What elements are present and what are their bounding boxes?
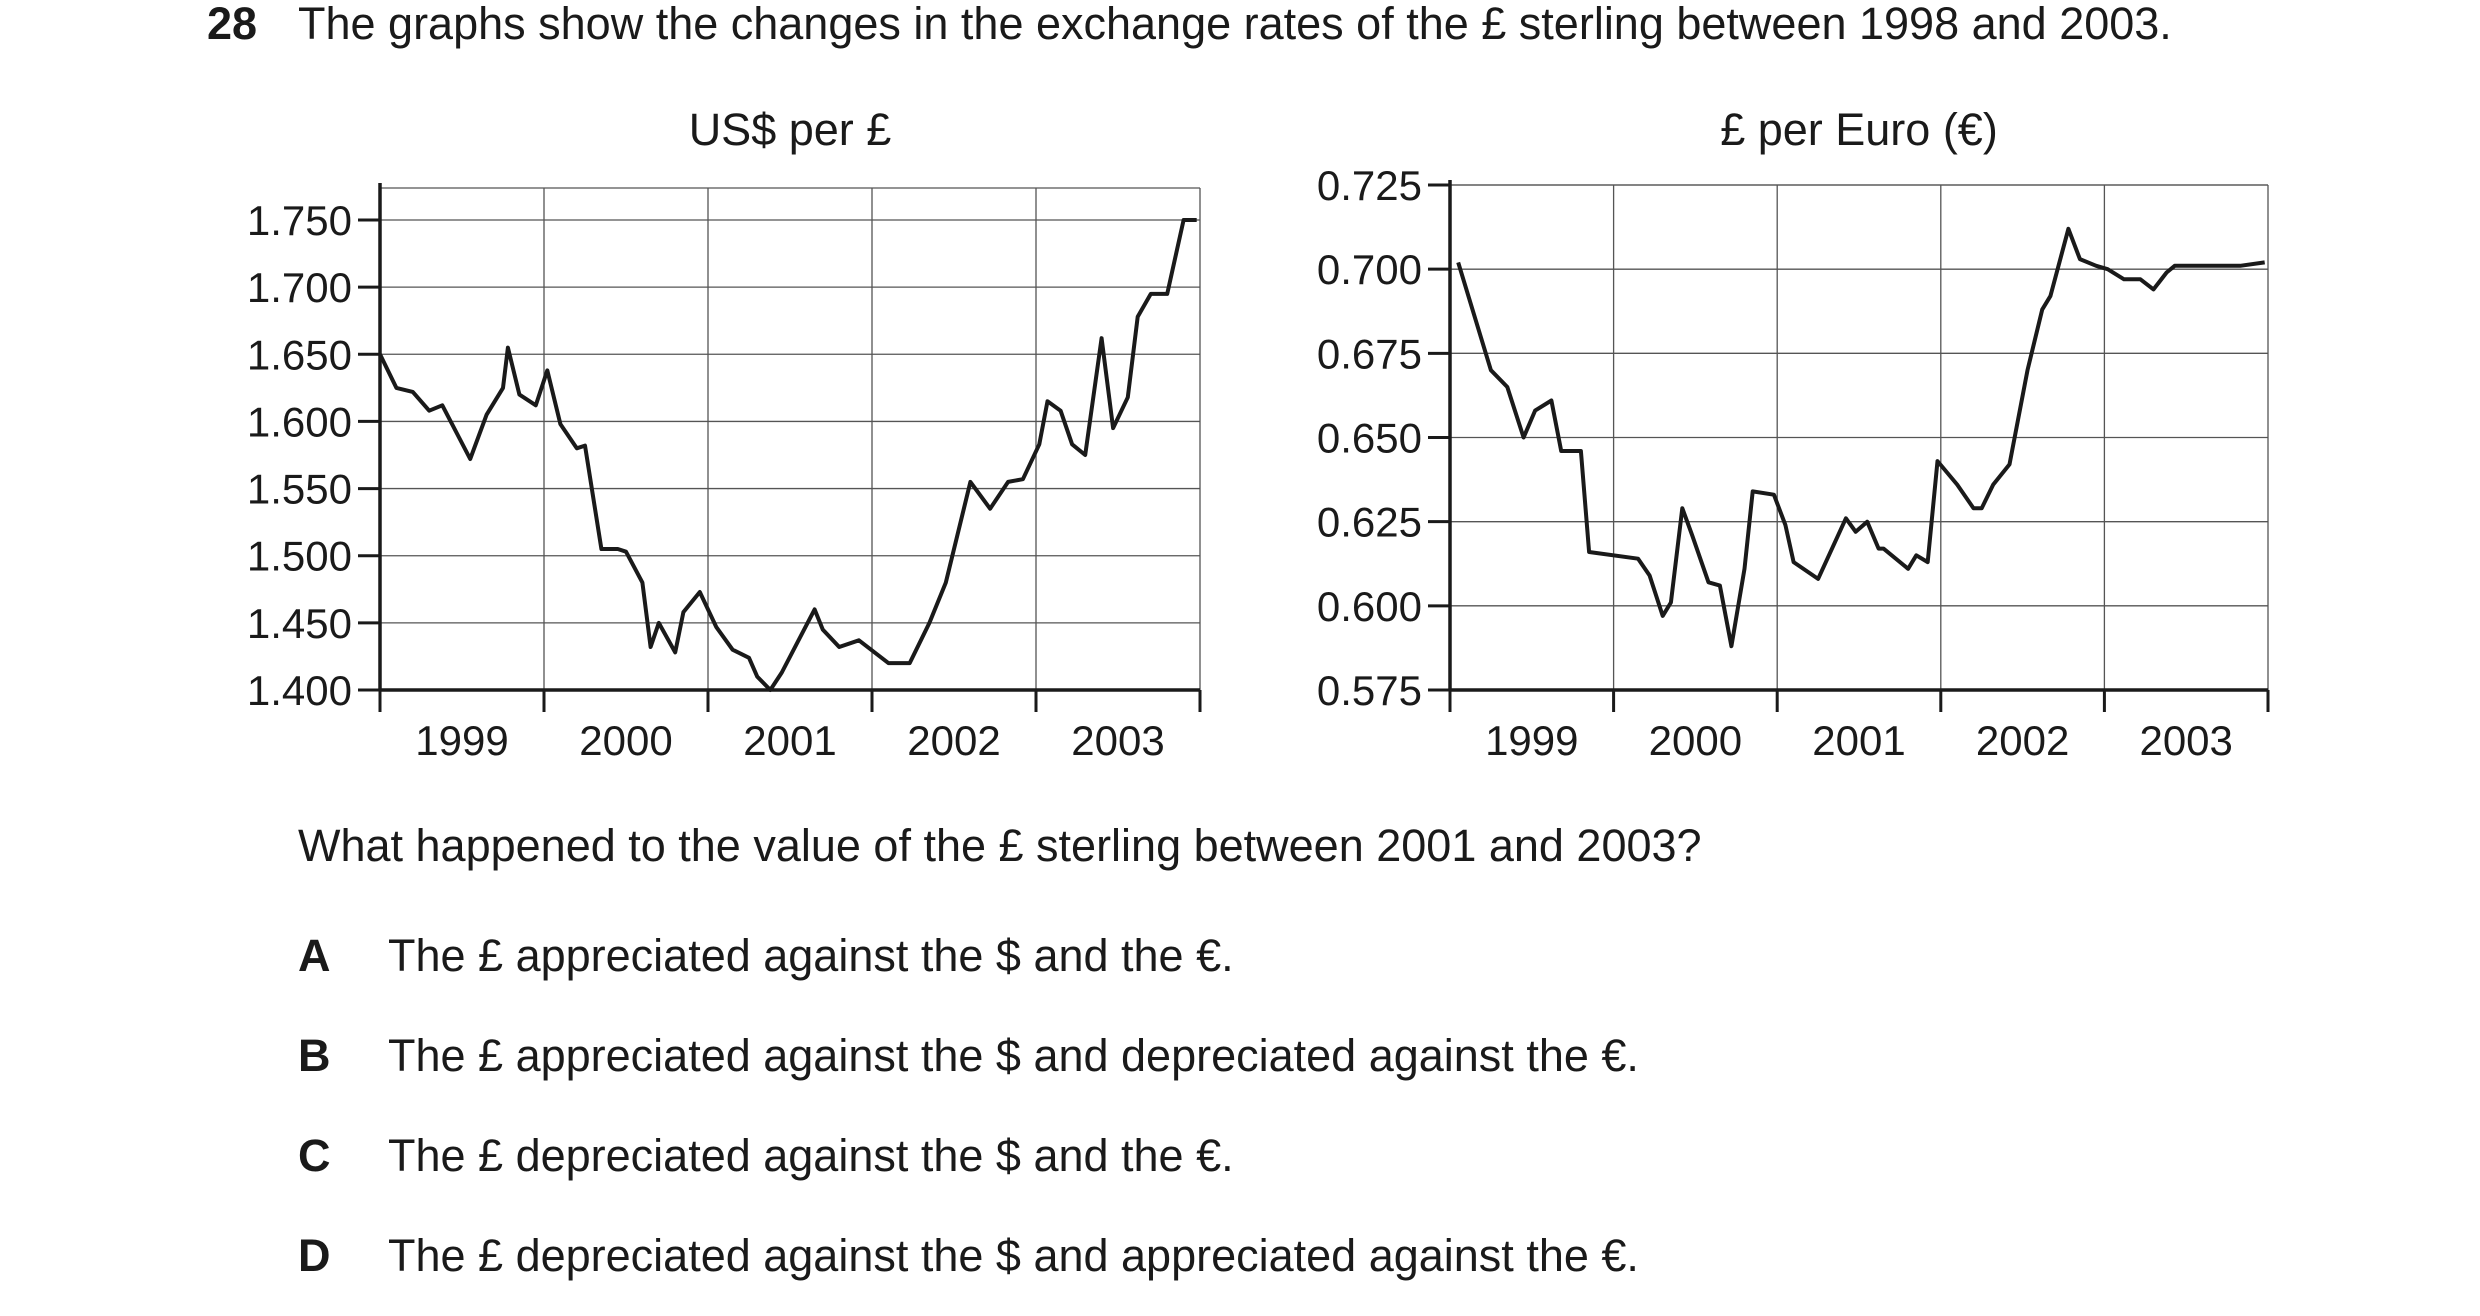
sub-question: What happened to the value of the £ ster… [298,820,1702,871]
option-a-text: The £ appreciated against the $ and the … [388,930,1234,981]
chart1-ytick-label: 1.650 [247,331,352,378]
chart1-ytick-label: 1.400 [247,667,352,714]
chart1-series-line [378,218,1197,692]
chart1-ytick-label: 1.450 [247,600,352,647]
option-d-letter: D [298,1230,331,1281]
question-number: 28 [207,0,258,49]
option-a-letter: A [298,930,331,981]
chart1-title: US$ per £ [689,104,892,155]
option-b[interactable]: B The £ appreciated against the $ and dep… [298,1030,1639,1082]
option-a[interactable]: A The £ appreciated against the $ and the… [298,930,1234,982]
chart2-xtick-label: 1999 [1485,717,1578,764]
chart1-ytick-label: 1.750 [247,197,352,244]
chart1-xtick-label: 2000 [579,717,672,764]
chart1-xtick-label: 2001 [743,717,836,764]
chart2-ytick-label: 0.700 [1317,246,1422,293]
option-b-text: The £ appreciated against the $ and depr… [388,1030,1639,1081]
option-d-text: The £ depreciated against the $ and appr… [388,1230,1639,1281]
chart2-ytick-label: 0.600 [1317,583,1422,630]
option-c-letter: C [298,1130,331,1181]
chart1-ytick-label: 1.550 [247,466,352,513]
option-b-letter: B [298,1030,331,1081]
chart2-xtick-label: 2002 [1976,717,2069,764]
chart1-xtick-label: 2003 [1071,717,1164,764]
chart2-series-line [1456,226,2265,649]
chart2-ytick-label: 0.625 [1317,499,1422,546]
chart2-xtick-label: 2000 [1649,717,1742,764]
question-text: The graphs show the changes in the excha… [298,0,2172,49]
chart2-title: £ per Euro (€) [1720,104,1998,155]
chart2-ytick-label: 0.675 [1317,330,1422,377]
option-d[interactable]: D The £ depreciated against the $ and app… [298,1230,1639,1282]
chart1-xtick-label: 1999 [415,717,508,764]
chart2-xtick-label: 2003 [2139,717,2232,764]
option-c-text: The £ depreciated against the $ and the … [388,1130,1234,1181]
chart1-ytick-label: 1.700 [247,264,352,311]
chart2-ytick-label: 0.725 [1317,162,1422,209]
chart2-ytick-label: 0.575 [1317,667,1422,714]
option-c[interactable]: C The £ depreciated against the $ and the… [298,1130,1234,1182]
chart2-xtick-label: 2001 [1812,717,1905,764]
chart1-ytick-label: 1.600 [247,398,352,445]
chart1-xtick-label: 2002 [907,717,1000,764]
chart2-ytick-label: 0.650 [1317,415,1422,462]
chart1-ytick-label: 1.500 [247,533,352,580]
